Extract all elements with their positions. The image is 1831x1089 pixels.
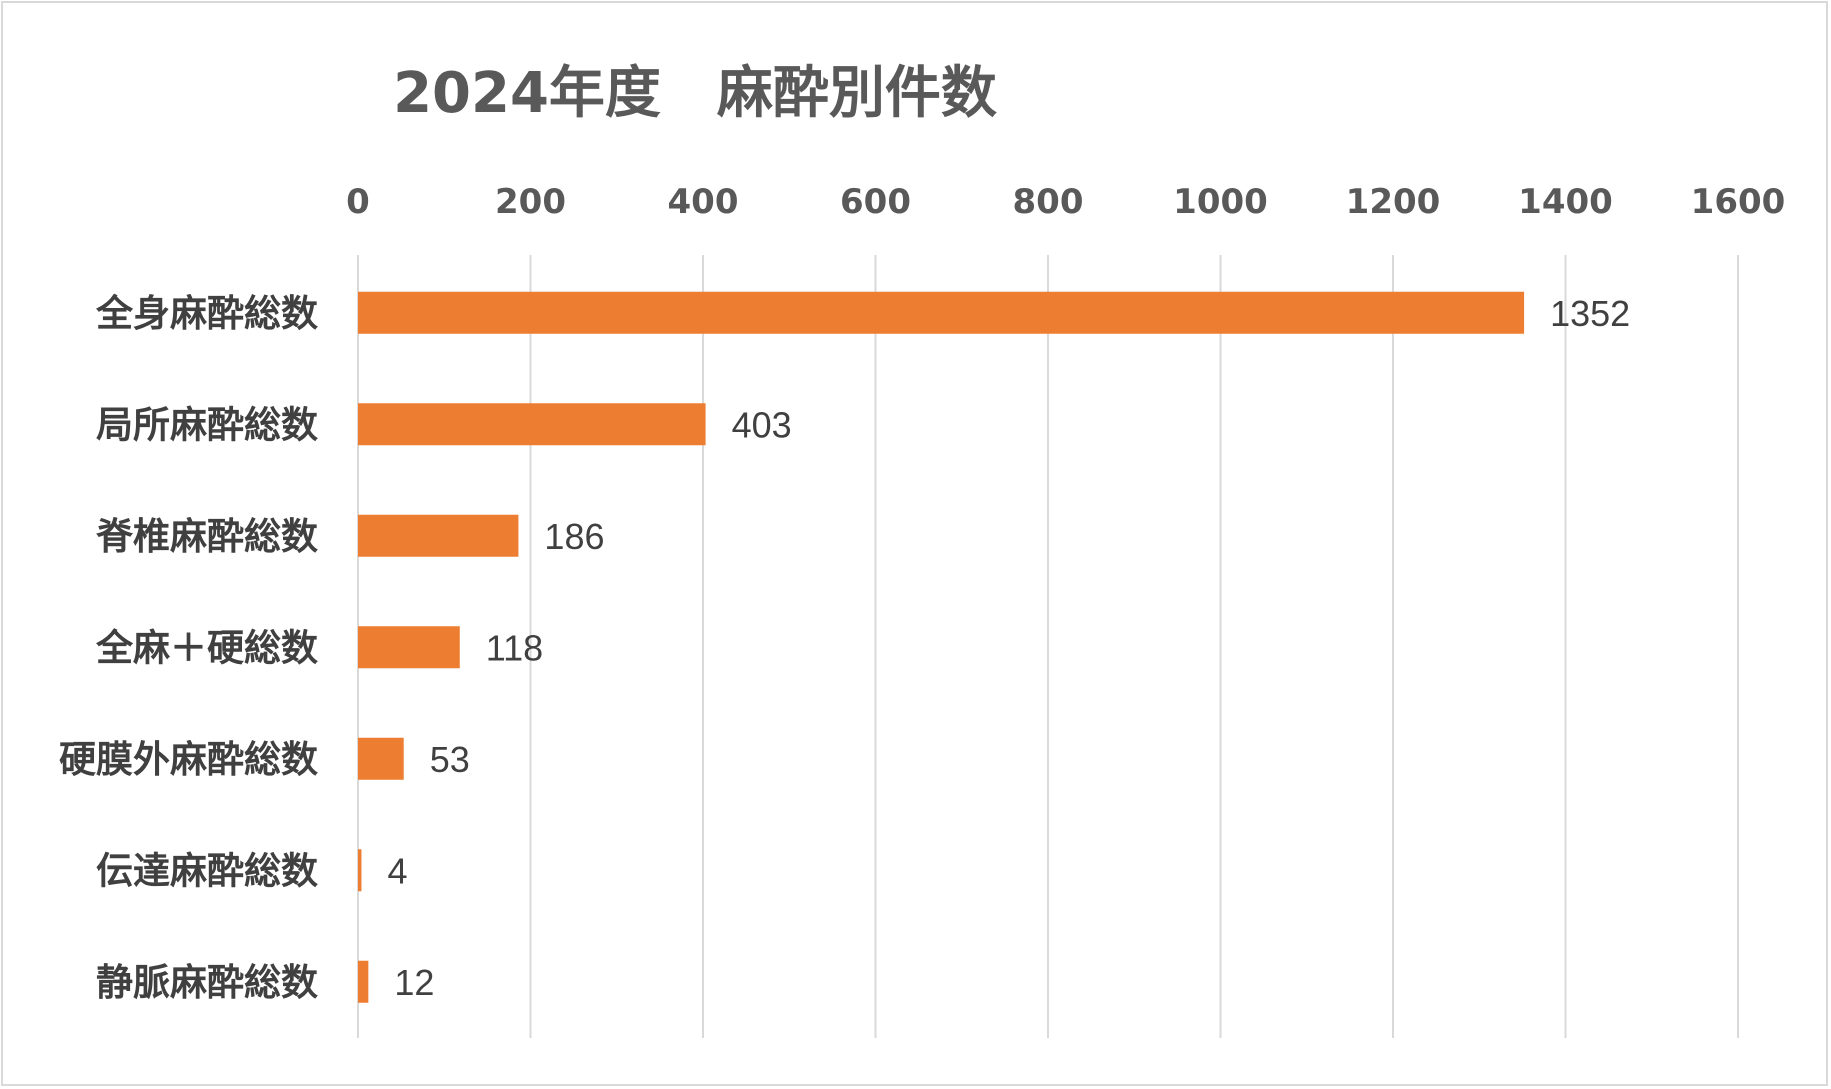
data-label: 4 — [387, 850, 407, 891]
x-tick-label: 800 — [1013, 182, 1084, 222]
data-label: 1352 — [1550, 293, 1630, 334]
data-label: 118 — [486, 627, 543, 668]
x-tick-label: 0 — [346, 182, 370, 222]
category-label: 伝達麻酔総数 — [96, 849, 318, 892]
x-tick-label: 1000 — [1173, 182, 1268, 222]
x-tick-label: 200 — [495, 182, 566, 222]
category-label: 全麻＋硬総数 — [95, 626, 318, 669]
x-tick-label: 400 — [668, 182, 739, 222]
data-label: 403 — [732, 404, 792, 445]
data-label: 12 — [394, 962, 434, 1003]
category-label: 全身麻酔総数 — [95, 292, 318, 335]
chart-title: 2024年度 麻酔別件数 — [393, 61, 997, 126]
gridlines — [357, 255, 1739, 1038]
bars — [358, 291, 1525, 1003]
x-tick-label: 600 — [840, 182, 911, 222]
data-label: 53 — [430, 739, 470, 780]
bar — [358, 626, 460, 669]
x-axis-ticks: 0 200 400 600 800 1000 1200 1400 1600 — [346, 182, 1785, 222]
bar — [358, 514, 519, 557]
category-label: 硬膜外麻酔総数 — [59, 738, 318, 781]
data-labels: 1352 403 186 118 53 4 12 — [387, 293, 1630, 1003]
bar — [358, 960, 369, 1003]
category-label: 局所麻酔総数 — [96, 403, 318, 446]
x-tick-label: 1600 — [1691, 182, 1786, 222]
bar — [358, 849, 362, 892]
data-label: 186 — [544, 516, 604, 557]
category-label: 脊椎麻酔総数 — [96, 515, 318, 558]
bar — [358, 737, 404, 780]
x-tick-label: 1400 — [1518, 182, 1613, 222]
category-labels: 全身麻酔総数局所麻酔総数脊椎麻酔総数全麻＋硬総数硬膜外麻酔総数伝達麻酔総数静脈麻… — [59, 292, 318, 1004]
bar — [358, 291, 1525, 334]
x-tick-label: 1200 — [1346, 182, 1441, 222]
bar — [358, 403, 706, 446]
category-label: 静脈麻酔総数 — [96, 961, 318, 1004]
